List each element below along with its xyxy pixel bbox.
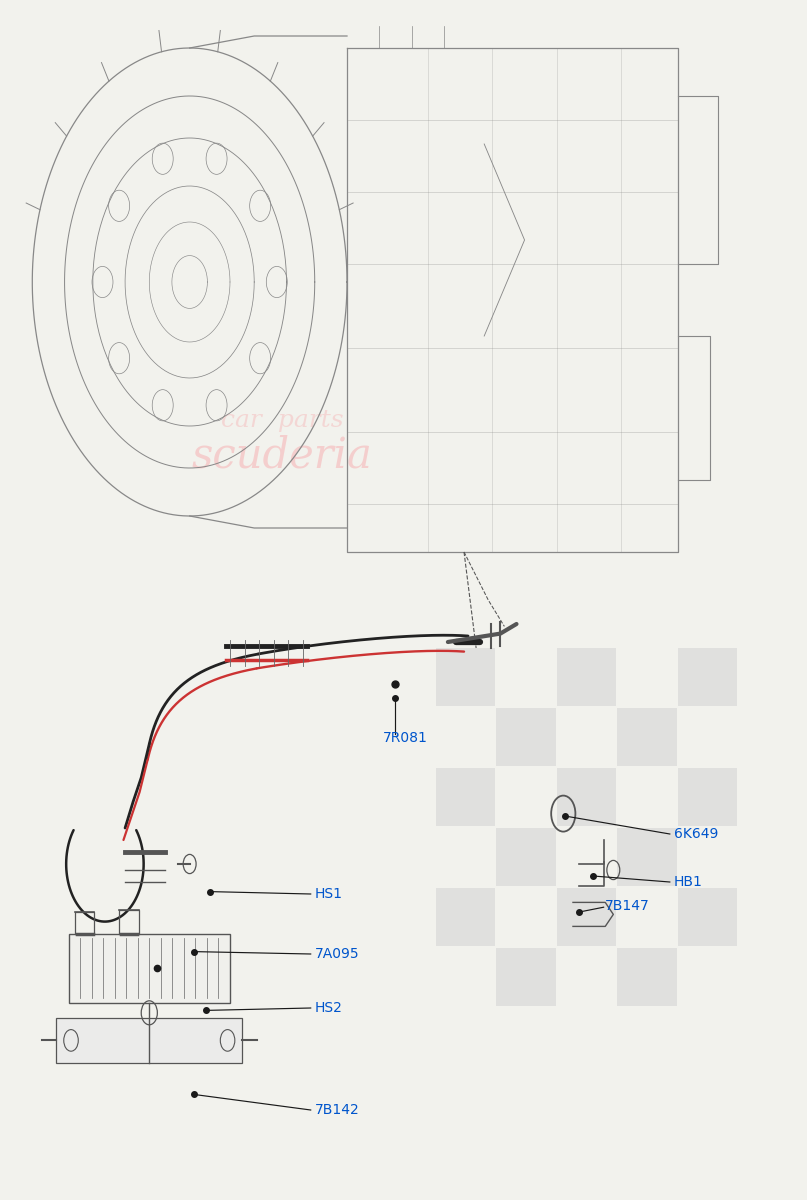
Text: car  parts: car parts xyxy=(221,408,344,432)
Bar xyxy=(69,934,230,1003)
Bar xyxy=(678,768,738,826)
Bar xyxy=(678,888,738,946)
Text: scuderia: scuderia xyxy=(192,434,373,476)
Text: 7B147: 7B147 xyxy=(605,899,650,913)
Bar xyxy=(557,888,617,946)
Bar xyxy=(557,648,617,706)
Bar xyxy=(436,888,495,946)
Text: HS1: HS1 xyxy=(315,887,343,901)
Text: 7A095: 7A095 xyxy=(315,947,359,961)
Bar xyxy=(436,768,495,826)
Text: HB1: HB1 xyxy=(674,875,703,889)
Bar xyxy=(436,648,495,706)
Bar xyxy=(496,828,555,886)
Bar xyxy=(617,948,676,1006)
Bar xyxy=(557,768,617,826)
Bar xyxy=(496,708,555,766)
Bar xyxy=(678,648,738,706)
Text: 7R081: 7R081 xyxy=(383,731,429,745)
Bar xyxy=(56,1018,242,1063)
Text: HS2: HS2 xyxy=(315,1001,343,1015)
Bar xyxy=(617,828,676,886)
Text: 6K649: 6K649 xyxy=(674,827,718,841)
Text: 7B142: 7B142 xyxy=(315,1103,359,1117)
Bar xyxy=(496,948,555,1006)
Bar xyxy=(617,708,676,766)
